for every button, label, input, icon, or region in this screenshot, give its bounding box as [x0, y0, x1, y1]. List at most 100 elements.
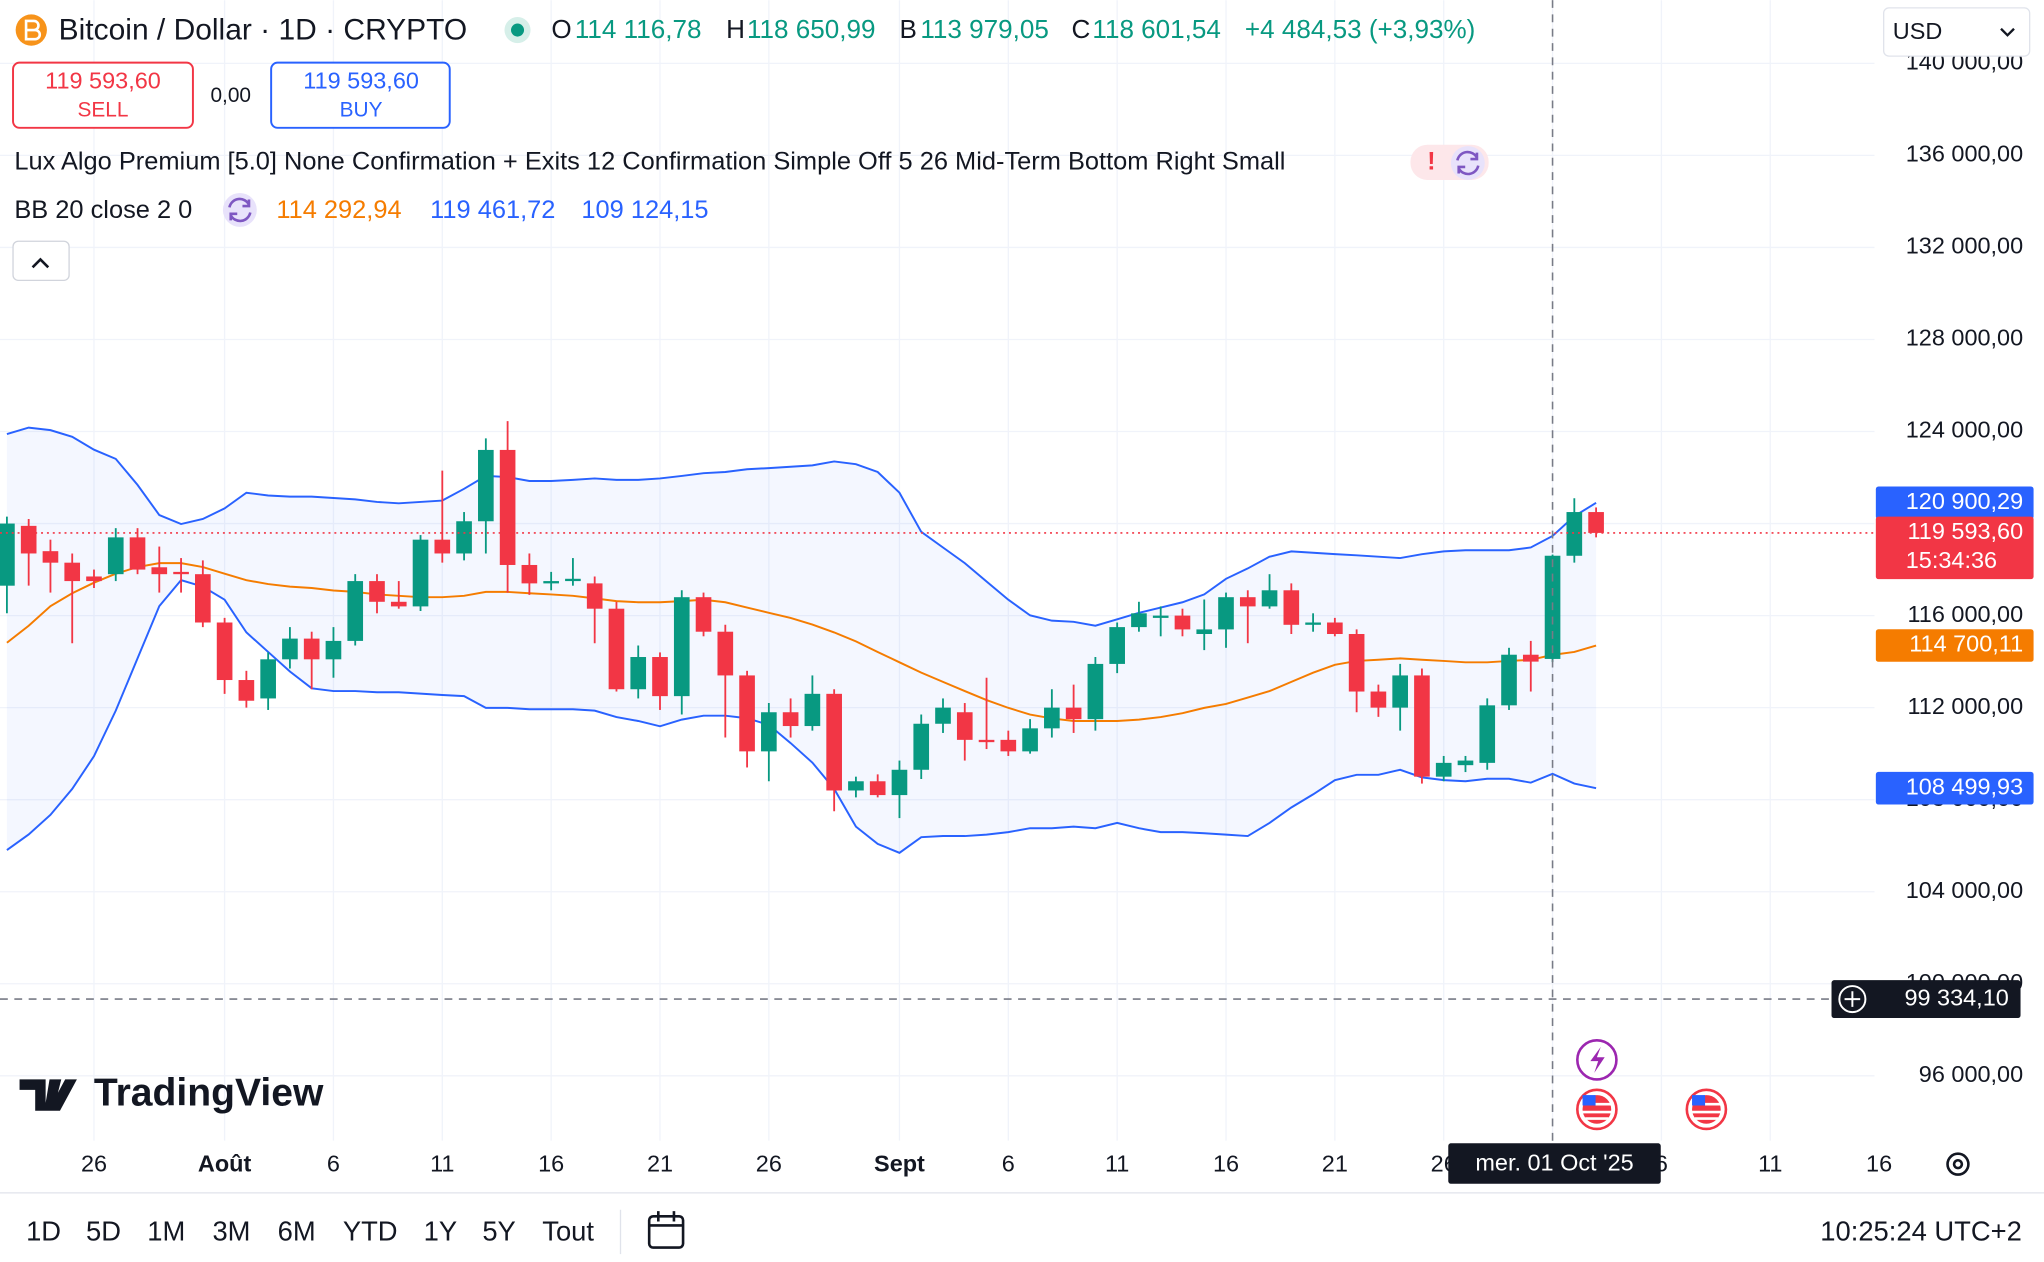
range-buttons: 1D 5D 1M 3M 6M YTD 1Y 5Y Tout — [26, 1215, 594, 1246]
candle-body — [739, 675, 755, 752]
price-label-bg — [1875, 629, 2034, 662]
flag-canton[interactable] — [1692, 1095, 1706, 1106]
buy-button[interactable]: 119 593,60 BUY — [270, 61, 451, 129]
candle-body — [1305, 622, 1321, 625]
candle-body — [1435, 762, 1452, 777]
range-button[interactable]: 5Y — [482, 1215, 515, 1246]
range-button[interactable]: 1M — [147, 1215, 185, 1246]
candle-body — [1239, 597, 1256, 607]
calendar-lines[interactable] — [649, 1211, 684, 1227]
coin-glyph — [24, 19, 41, 41]
warning[interactable]: ! — [1427, 149, 1435, 176]
y-tick-label: 96 000,00 — [1919, 1061, 2023, 1087]
candle-body — [869, 781, 886, 796]
band-fill — [6, 427, 1597, 853]
clock: 10:25:24 UTC+2 — [1820, 1215, 2022, 1246]
candle-body — [369, 581, 385, 602]
bb-lower: 109 124,15 — [581, 196, 708, 224]
change: +4 484,53 (+3,93%) — [1245, 14, 1475, 44]
range-button[interactable]: 3M — [212, 1215, 250, 1246]
flag-event[interactable] — [1576, 1088, 1618, 1131]
settings-icon[interactable] — [1946, 1152, 1970, 1176]
symbol: Bitcoin / Dollar · 1D · CRYPTO — [59, 13, 468, 46]
price-label: 120 900,29 — [1906, 488, 2023, 514]
candle-body — [804, 693, 821, 727]
currency[interactable]: USD — [1893, 18, 1943, 44]
candle-body — [978, 739, 995, 743]
candle-body — [303, 638, 320, 660]
x-tick-label: 11 — [1105, 1151, 1129, 1177]
price-label-bg — [1875, 486, 2034, 520]
crosshair-date: mer. 01 Oct '25 — [1475, 1149, 1633, 1175]
buy-price[interactable]: 119 593,60 — [303, 67, 419, 93]
buy-label[interactable]: BUY — [340, 98, 383, 121]
candle-body — [1022, 728, 1038, 752]
x-tick-label: 11 — [430, 1151, 454, 1177]
candle-body — [1501, 654, 1517, 706]
ohlc-label: C — [1072, 14, 1091, 44]
x-tick-label: 6 — [327, 1151, 340, 1177]
candle-body — [1000, 739, 1017, 752]
flag-canton[interactable] — [1582, 1095, 1596, 1106]
candle-body — [848, 781, 864, 791]
candle-body — [1218, 597, 1234, 630]
candle-body — [1414, 675, 1430, 777]
ohlc-label: H — [726, 14, 745, 44]
settings-core[interactable] — [1952, 1158, 1964, 1170]
range-button[interactable]: 5D — [86, 1215, 121, 1246]
price-label-bg — [1875, 771, 2034, 805]
candle-body — [107, 537, 124, 575]
candle-body — [499, 449, 516, 565]
refresh-icon[interactable] — [1456, 150, 1480, 176]
calendar-icon[interactable] — [647, 1215, 685, 1249]
buy-box[interactable] — [270, 61, 451, 129]
candle-body — [412, 539, 429, 607]
candle-body — [608, 608, 625, 690]
y-tick-label: 112 000,00 — [1908, 693, 2024, 719]
currency-select[interactable] — [1883, 7, 2031, 57]
chevron-down[interactable] — [2000, 27, 2015, 37]
add-alert-plus[interactable] — [1844, 991, 1861, 1007]
candle-body — [1370, 691, 1387, 708]
candle-body — [1566, 512, 1583, 556]
candle-body — [325, 640, 342, 660]
candle-body — [86, 576, 102, 582]
ohlc-label: O — [551, 14, 571, 44]
range-button[interactable]: Tout — [542, 1215, 594, 1246]
candle-body — [1131, 613, 1147, 628]
flag-event[interactable] — [1685, 1088, 1728, 1131]
candle-body — [347, 581, 364, 641]
candle-body — [761, 712, 777, 752]
ohlc-value: 114 116,78 — [575, 14, 702, 44]
sell-box[interactable] — [12, 61, 194, 129]
range-button[interactable]: 1D — [26, 1215, 61, 1246]
candle-body — [782, 712, 799, 727]
candle-body — [238, 680, 255, 701]
sell-price[interactable]: 119 593,60 — [45, 67, 161, 93]
sell-label[interactable]: SELL — [77, 98, 128, 121]
add-alert-icon[interactable] — [1838, 985, 1867, 1014]
logo: TradingView — [94, 1071, 324, 1114]
candle-body — [630, 657, 647, 690]
candle-body — [586, 583, 603, 609]
lightning[interactable] — [1590, 1046, 1605, 1073]
candle-body — [717, 631, 734, 676]
range-button[interactable]: 1Y — [424, 1215, 457, 1246]
chevron-up[interactable] — [31, 257, 50, 269]
crosshair-price-bg — [1831, 980, 2021, 1018]
candle-body — [1196, 629, 1213, 635]
sell-button[interactable]: 119 593,60 SELL — [12, 61, 194, 129]
price-label: 108 499,93 — [1906, 773, 2023, 799]
x-tick-label: 16 — [1213, 1151, 1239, 1177]
refresh-icon[interactable] — [228, 197, 252, 223]
x-tick-label: 26 — [81, 1151, 107, 1177]
range-button[interactable]: YTD — [343, 1215, 398, 1246]
candle-body — [1283, 590, 1300, 625]
candle-body — [1261, 590, 1278, 607]
candle-body — [1327, 622, 1343, 635]
candle-body — [695, 597, 712, 632]
x-tick-label: 16 — [538, 1151, 564, 1177]
price-label-bg — [1875, 516, 2034, 580]
range-button[interactable]: 6M — [278, 1215, 316, 1246]
